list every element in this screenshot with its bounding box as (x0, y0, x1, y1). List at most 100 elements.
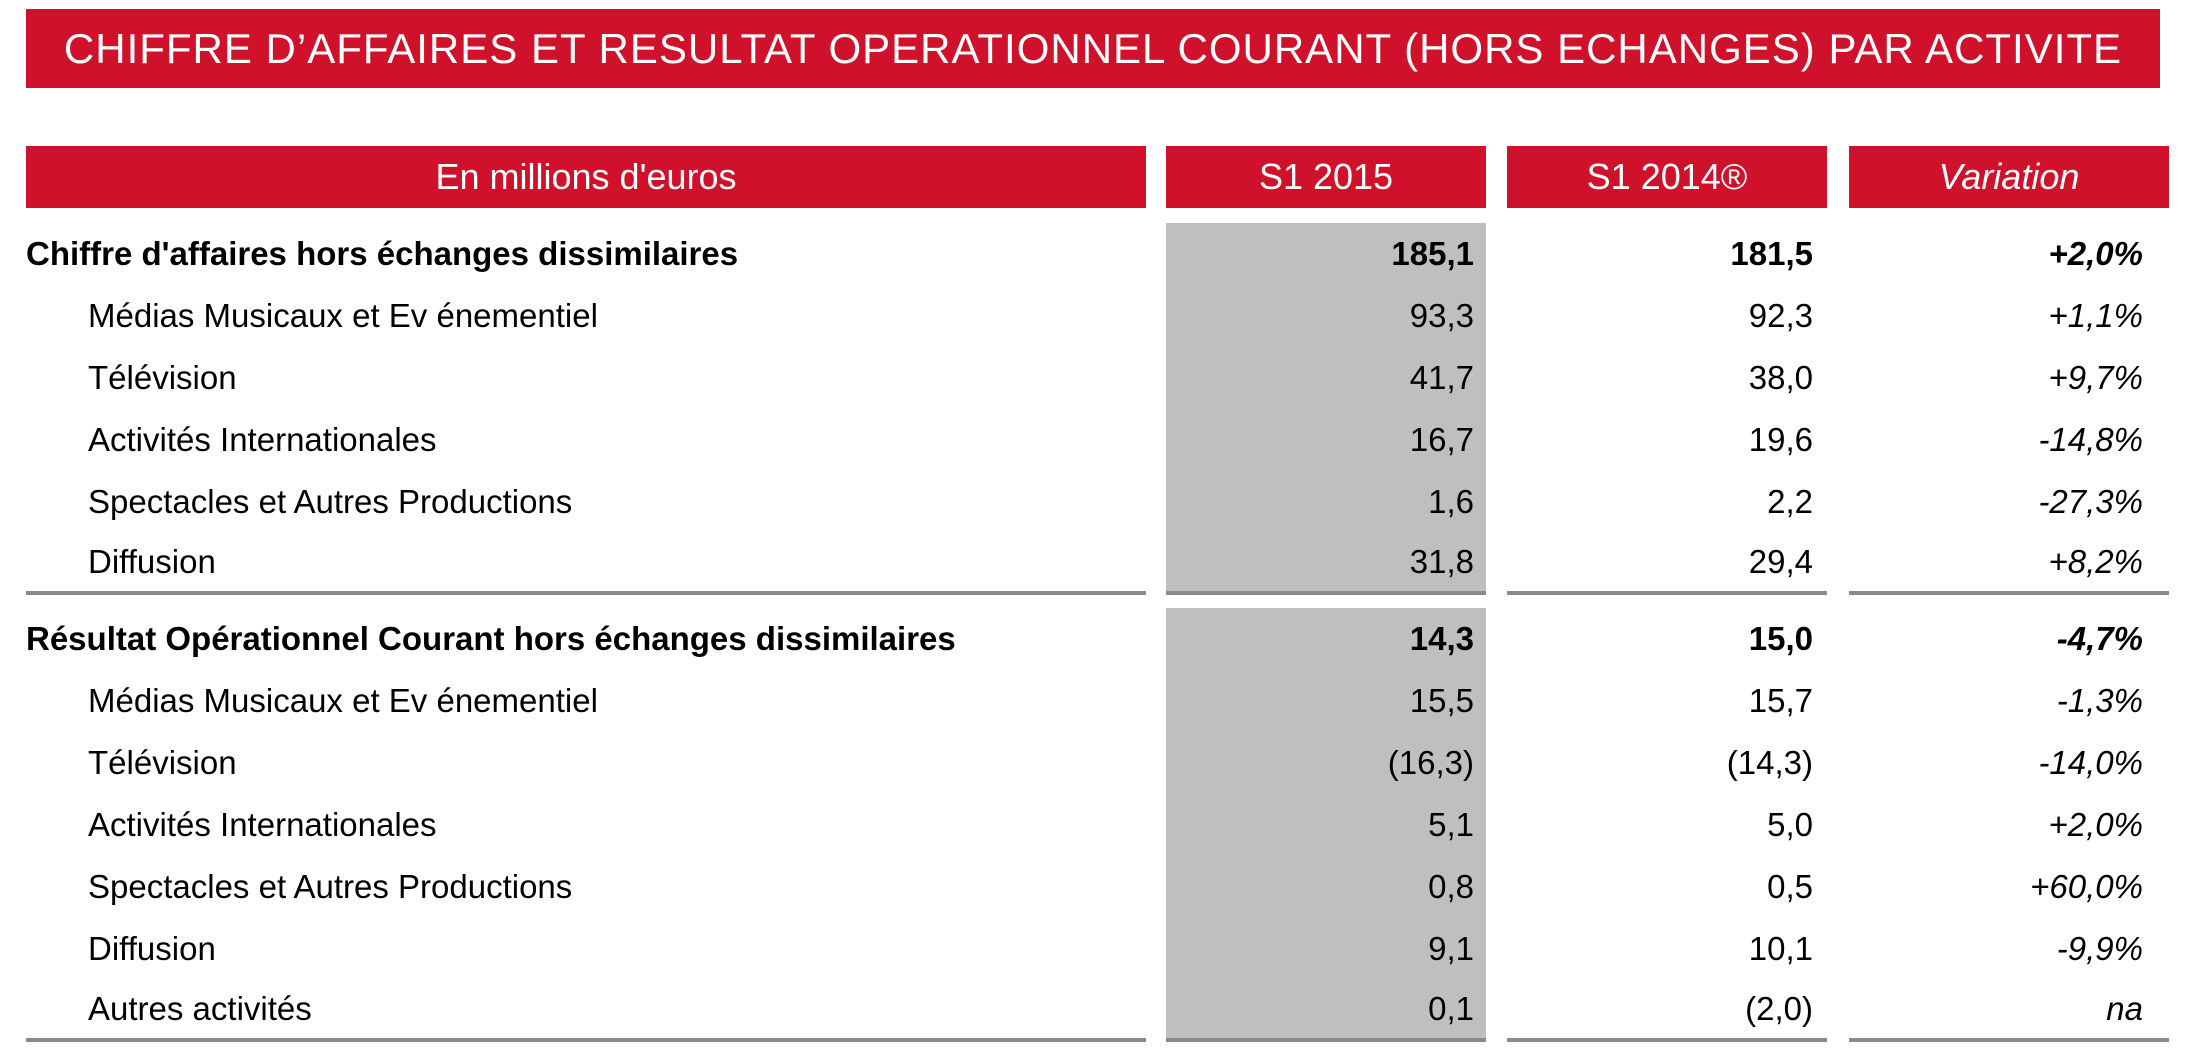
cell-variation: -14,0% (2038, 744, 2143, 781)
cell-s1-2014: 181,5 (1730, 235, 1813, 272)
row-label: Chiffre d'affaires hors échanges dissimi… (26, 235, 739, 272)
table-row: Autres activités 0,1 (2,0) na (26, 980, 2169, 1042)
table-row: Spectacles et Autres Productions 0,8 0,5… (26, 856, 2169, 918)
column-gap (1486, 794, 1507, 856)
row-label: Médias Musicaux et Ev énementiel (88, 297, 598, 334)
table-row: Médias Musicaux et Ev énementiel 15,5 15… (26, 670, 2169, 732)
section-spacer (26, 595, 2169, 608)
column-gap (1146, 146, 1166, 208)
column-gap (1146, 732, 1166, 794)
column-gap (1827, 533, 1849, 595)
page-title: CHIFFRE D’AFFAIRES ET RESULTAT OPERATION… (63, 24, 2123, 72)
row-label: Spectacles et Autres Productions (88, 868, 573, 905)
cell-s1-2014: 15,0 (1748, 620, 1813, 657)
cell-s1-2014: 15,7 (1748, 682, 1813, 719)
row-label: Activités Internationales (88, 421, 437, 458)
cell-variation: +9,7% (2048, 359, 2144, 396)
cell-variation: -1,3% (2056, 682, 2143, 719)
column-gap (1486, 608, 1507, 670)
cell-s1-2014: 5,0 (1767, 806, 1813, 843)
column-gap (1827, 918, 1849, 980)
row-label: Spectacles et Autres Productions (88, 483, 573, 520)
row-label: Résultat Opérationnel Courant hors échan… (26, 620, 956, 657)
cell-s1-2015: 41,7 (1166, 347, 1486, 409)
table-row: Diffusion 9,1 10,1 -9,9% (26, 918, 2169, 980)
table-row: Spectacles et Autres Productions 1,6 2,2… (26, 471, 2169, 533)
column-gap (1486, 533, 1507, 595)
header-s1-2014: S1 2014® (1507, 146, 1827, 208)
column-gap (1827, 980, 1849, 1042)
cell-s1-2015: 0,1 (1166, 980, 1486, 1042)
cell-s1-2015: 0,8 (1166, 856, 1486, 918)
column-gap (1486, 918, 1507, 980)
cell-s1-2015: 31,8 (1166, 533, 1486, 595)
cell-s1-2015: 15,5 (1166, 670, 1486, 732)
column-gap (1827, 285, 1849, 347)
column-gap (1486, 670, 1507, 732)
cell-s1-2014: 0,5 (1767, 868, 1813, 905)
column-gap (1827, 608, 1849, 670)
column-gap (1146, 285, 1166, 347)
column-gap (1486, 223, 1507, 285)
cell-s1-2015: 93,3 (1166, 285, 1486, 347)
cell-variation: na (1849, 980, 2169, 1042)
cell-s1-2014: 10,1 (1748, 930, 1813, 967)
table-row: Activités Internationales 16,7 19,6 -14,… (26, 409, 2169, 471)
cell-s1-2014: 38,0 (1748, 359, 1813, 396)
cell-s1-2014: 29,4 (1507, 533, 1827, 595)
header-spacer (26, 208, 2169, 223)
header-units: En millions d'euros (26, 146, 1146, 208)
cell-s1-2015: 14,3 (1166, 608, 1486, 670)
column-gap (1827, 146, 1849, 208)
cell-variation: +2,0% (2048, 235, 2144, 272)
row-label: Médias Musicaux et Ev énementiel (88, 682, 598, 719)
column-gap (1486, 285, 1507, 347)
cell-s1-2015: (16,3) (1166, 732, 1486, 794)
cell-variation: -9,9% (2056, 930, 2143, 967)
column-gap (1827, 223, 1849, 285)
cell-variation: +8,2% (1849, 533, 2169, 595)
cell-s1-2015: 9,1 (1166, 918, 1486, 980)
cell-variation: -27,3% (2038, 483, 2143, 520)
table-row: Résultat Opérationnel Courant hors échan… (26, 608, 2169, 670)
column-gap (1146, 223, 1166, 285)
table-row: Chiffre d'affaires hors échanges dissimi… (26, 223, 2169, 285)
cell-variation: -14,8% (2038, 421, 2143, 458)
column-gap (1146, 670, 1166, 732)
table-row: Activités Internationales 5,1 5,0 +2,0% (26, 794, 2169, 856)
cell-variation: -4,7% (2056, 620, 2143, 657)
cell-s1-2014: 92,3 (1748, 297, 1813, 334)
section-operating-result: Résultat Opérationnel Courant hors échan… (26, 608, 2169, 1042)
column-gap (1486, 856, 1507, 918)
cell-variation: +2,0% (2048, 806, 2144, 843)
column-gap (1827, 471, 1849, 533)
row-label: Activités Internationales (88, 806, 437, 843)
column-gap (1146, 918, 1166, 980)
column-gap (1486, 146, 1507, 208)
row-label: Diffusion (26, 533, 1146, 595)
column-gap (1486, 409, 1507, 471)
row-label: Diffusion (88, 930, 216, 967)
column-gap (1486, 471, 1507, 533)
financial-table: En millions d'euros S1 2015 S1 2014® Var… (26, 146, 2169, 1042)
cell-variation: +60,0% (2030, 868, 2143, 905)
column-gap (1827, 732, 1849, 794)
header-s1-2015: S1 2015 (1166, 146, 1486, 208)
cell-s1-2014: (14,3) (1726, 744, 1813, 781)
column-gap (1486, 347, 1507, 409)
section-revenue: Chiffre d'affaires hors échanges dissimi… (26, 223, 2169, 595)
title-banner: CHIFFRE D’AFFAIRES ET RESULTAT OPERATION… (26, 9, 2160, 88)
column-gap (1827, 670, 1849, 732)
column-gap (1146, 347, 1166, 409)
cell-s1-2014: 19,6 (1748, 421, 1813, 458)
cell-s1-2015: 5,1 (1166, 794, 1486, 856)
table-row: Médias Musicaux et Ev énementiel 93,3 92… (26, 285, 2169, 347)
table-header-row: En millions d'euros S1 2015 S1 2014® Var… (26, 146, 2169, 208)
column-gap (1146, 980, 1166, 1042)
column-gap (1146, 409, 1166, 471)
table-row: Télévision (16,3) (14,3) -14,0% (26, 732, 2169, 794)
column-gap (1146, 856, 1166, 918)
cell-s1-2014: 2,2 (1767, 483, 1813, 520)
cell-s1-2015: 1,6 (1166, 471, 1486, 533)
row-label: Télévision (88, 359, 237, 396)
